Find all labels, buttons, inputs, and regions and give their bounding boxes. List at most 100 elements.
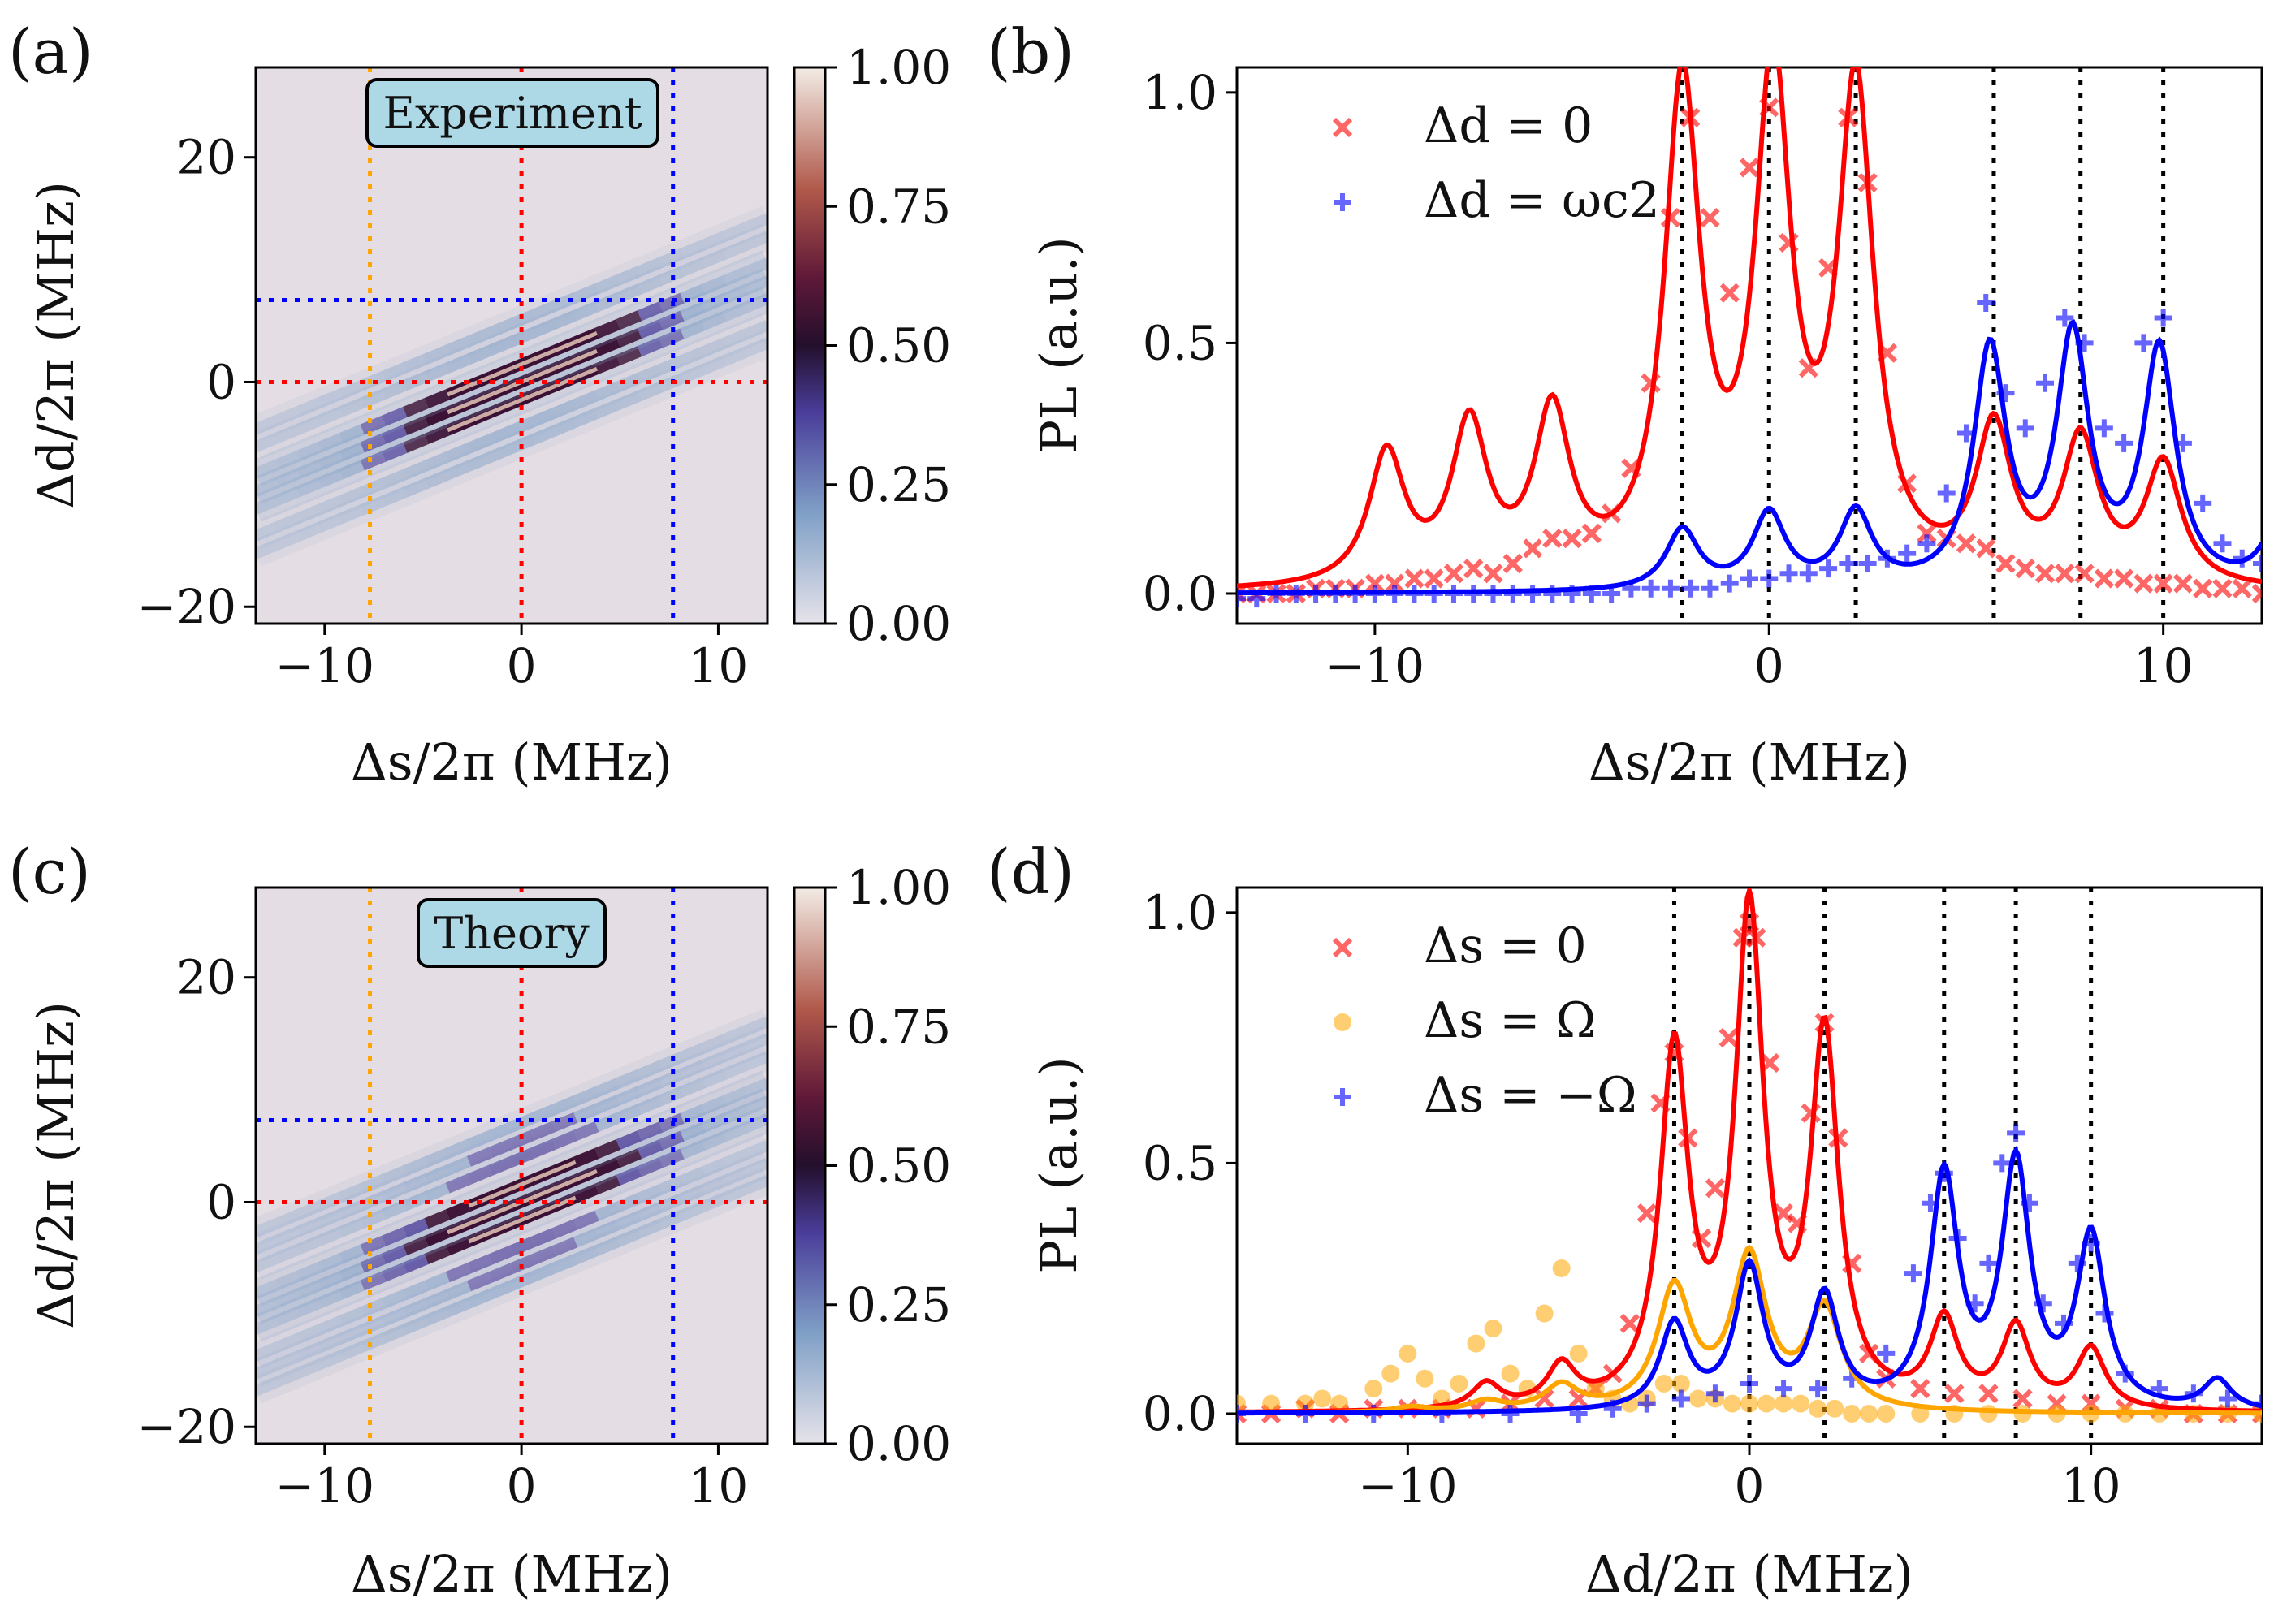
y-axis-label: PL (a.u.) [1029, 1056, 1088, 1273]
heatmap-band-segment [424, 407, 450, 427]
heatmap-band-highlight [468, 392, 491, 406]
data-point [1740, 569, 1758, 588]
data-point [1740, 1394, 1758, 1413]
heatmap-band-segment [680, 1184, 706, 1204]
heatmap-band-segment [318, 1226, 344, 1246]
data-point [2153, 573, 2173, 594]
heatmap-band-segment [318, 1289, 344, 1308]
heatmap-band-segment [360, 1174, 387, 1194]
x-tick-label: −10 [275, 638, 374, 693]
heatmap-band-segment [403, 1280, 429, 1300]
data-point [1661, 579, 1680, 598]
heatmap-band-segment [594, 1078, 620, 1098]
data-point [1979, 1404, 1998, 1423]
data-point [1718, 1028, 1739, 1048]
data-point [2251, 583, 2262, 604]
heatmap-band-segment [509, 1147, 535, 1168]
heatmap-band-segment [296, 460, 322, 479]
legend-marker [1332, 937, 1353, 958]
y-tick-label: −20 [137, 1399, 236, 1454]
heatmap-band-segment [616, 346, 642, 365]
heatmap-band-segment [424, 362, 450, 382]
y-tick-label: 0.0 [1143, 1386, 1217, 1441]
heatmap-band-segment [616, 1086, 642, 1106]
x-tick-label: 10 [2133, 638, 2194, 693]
heatmap-band-segment [509, 327, 535, 348]
heatmap-band-segment [318, 1191, 344, 1212]
heatmap-band-segment [637, 1060, 664, 1080]
heatmap-band-segment [637, 1077, 664, 1097]
colorbar-tick-label: 1.00 [846, 860, 951, 915]
data-point [1757, 1394, 1776, 1413]
heatmap-band-segment [680, 283, 706, 304]
heatmap-band-segment [275, 424, 301, 443]
legend-label: Δs = Ω [1424, 992, 1596, 1049]
data-point [1775, 1394, 1793, 1413]
data-point [1826, 1399, 1844, 1418]
heatmap-band-highlight [468, 1212, 491, 1226]
heatmap-band-segment [680, 1104, 706, 1124]
data-point [1385, 573, 1405, 594]
heatmap-band-segment [296, 1262, 322, 1281]
data-point [2074, 564, 2095, 584]
heatmap-band-segment [573, 1121, 599, 1141]
heatmap-band-segment [339, 424, 365, 444]
heatmap-band-segment [318, 495, 344, 515]
heatmap-band-segment [381, 1244, 408, 1264]
heatmap-band-segment [256, 1297, 279, 1317]
data-point [1917, 534, 1936, 553]
heatmap-band-segment [296, 503, 322, 524]
heatmap-band-segment [744, 1016, 767, 1036]
heatmap-band-segment [530, 1228, 557, 1247]
theory-curve [1237, 1146, 2262, 1416]
heatmap-band-segment [360, 1271, 387, 1291]
data-point [1524, 584, 1542, 603]
heatmap-band-segment [509, 434, 535, 454]
heatmap-band-segment [616, 390, 642, 410]
heatmap-band-segment [701, 310, 728, 330]
x-tick-label: 0 [1735, 1458, 1765, 1514]
theory-curve [1237, 1244, 2262, 1416]
heatmap-band-segment [659, 310, 685, 330]
heatmap-band-segment [360, 1298, 387, 1318]
colorbar-tick-label: 0.25 [846, 1277, 951, 1332]
heatmap-band-segment [318, 406, 344, 426]
heatmap-band-segment [551, 399, 578, 419]
heatmap-band-segment [296, 1200, 322, 1220]
heatmap-band-segment [339, 1199, 365, 1220]
heatmap-band-segment [445, 1173, 472, 1194]
heatmap-band-segment [403, 1173, 429, 1194]
heatmap-band-segment [509, 416, 535, 436]
panel-label-b: (b) [987, 15, 1074, 88]
heatmap-band-segment [445, 1263, 472, 1283]
data-point [1569, 1344, 1588, 1363]
heatmap-band-segment [530, 1121, 557, 1141]
heatmap-band-segment [403, 353, 429, 374]
data-point [2094, 568, 2114, 589]
heatmap-band-segment [488, 1263, 514, 1283]
heatmap-band-segment [680, 301, 706, 322]
heatmap-band-segment [488, 336, 514, 356]
data-point [1701, 579, 1719, 598]
heatmap-band-segment [275, 1332, 301, 1353]
data-point [1416, 1369, 1434, 1388]
data-point [1706, 1384, 1724, 1403]
heatmap-band-segment [256, 1252, 279, 1272]
heatmap-band-segment [403, 434, 429, 453]
heatmap-band-highlight [468, 410, 491, 424]
heatmap-band-segment [424, 1289, 450, 1309]
heatmap-band-segment [637, 274, 664, 295]
heatmap-band-segment [573, 301, 599, 321]
heatmap-band-segment [530, 408, 557, 427]
data-point [2232, 578, 2252, 598]
heatmap-band-segment [573, 1210, 599, 1230]
heatmap-band-segment [256, 414, 279, 434]
heatmap-band-segment [744, 320, 767, 339]
heatmap-band-segment [424, 1147, 450, 1168]
heatmap-band-highlight [511, 357, 534, 370]
heatmap-band-segment [424, 1272, 450, 1291]
heatmap-band-segment [616, 373, 642, 392]
heatmap-band-segment [275, 1226, 301, 1246]
heatmap-panel-experiment: −10 0 10 −20 0 20 Experiment Δs/2π (MHz) Δd/2… [26, 40, 951, 792]
data-point [1979, 1254, 1998, 1272]
